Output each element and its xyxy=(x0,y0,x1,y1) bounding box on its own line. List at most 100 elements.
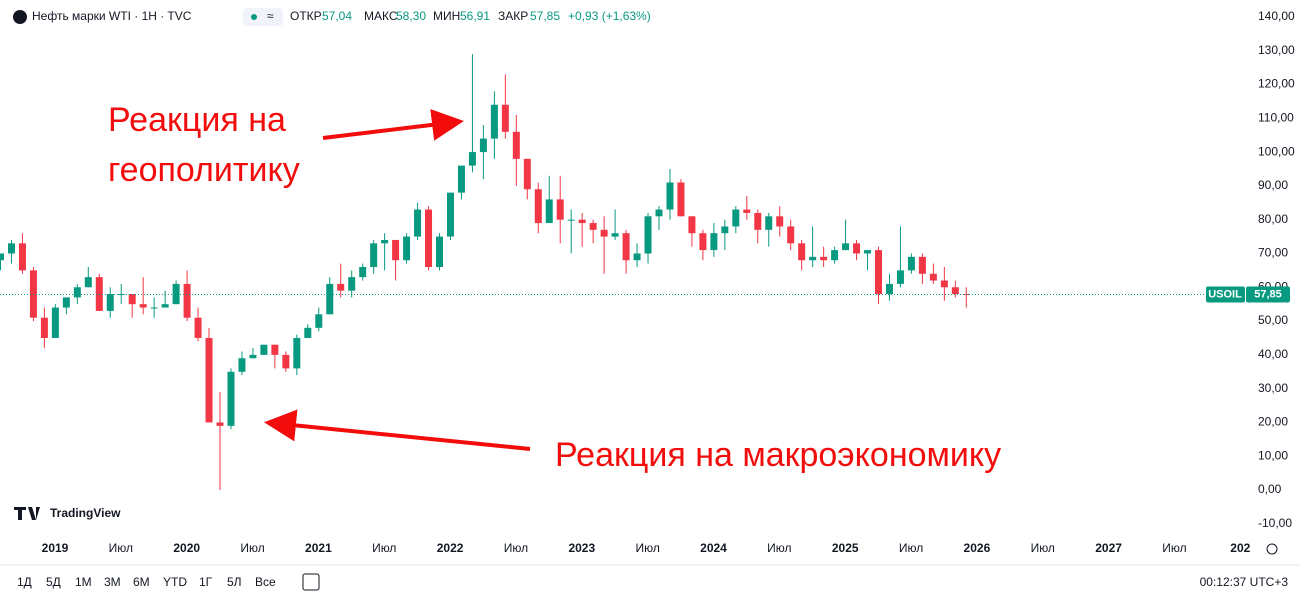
candle-body xyxy=(446,192,454,237)
y-tick-label: 30,00 xyxy=(1258,381,1288,395)
candle-body xyxy=(523,158,531,190)
candle-body xyxy=(743,209,751,213)
change-value: +0,93 (+1,63%) xyxy=(568,9,651,23)
candle-body xyxy=(490,104,498,139)
candle-body xyxy=(51,307,59,338)
candle-body xyxy=(875,250,882,295)
y-tick-label: 130,00 xyxy=(1258,43,1295,57)
candle-body xyxy=(84,277,92,288)
range-button[interactable]: Все xyxy=(255,575,276,589)
close-label: ЗАКР xyxy=(498,9,528,23)
open-value: 57,04 xyxy=(322,9,352,23)
candle-body xyxy=(809,256,817,261)
candle-body xyxy=(512,131,520,159)
candle-body xyxy=(567,219,575,221)
x-tick-label: 2027 xyxy=(1095,541,1122,555)
range-button[interactable]: 1М xyxy=(75,575,92,589)
date-range-icon[interactable] xyxy=(302,573,320,591)
candle-body xyxy=(73,287,81,298)
range-button[interactable]: 5Д xyxy=(46,575,61,589)
candle-body xyxy=(820,256,828,261)
candle-body xyxy=(929,273,937,281)
candle-body xyxy=(172,283,180,305)
settings-icon[interactable] xyxy=(1266,543,1278,555)
candle-body xyxy=(139,304,147,308)
open-label: ОТКР xyxy=(290,9,322,23)
candle-body xyxy=(699,233,707,251)
candle-body xyxy=(106,294,114,311)
candle-body xyxy=(62,297,70,308)
candle-body xyxy=(655,209,663,217)
high-label: МАКС xyxy=(364,9,398,23)
y-tick-label: 20,00 xyxy=(1258,415,1288,429)
annotation: Реакция на макроэкономику xyxy=(555,436,1001,474)
x-tick-label: 202 xyxy=(1230,541,1250,555)
candle-body xyxy=(633,253,641,261)
candle-body xyxy=(150,307,158,309)
y-tick-label: 80,00 xyxy=(1258,212,1288,226)
candle-body xyxy=(18,243,26,271)
candle-body xyxy=(556,199,564,220)
x-tick-label: 2025 xyxy=(832,541,859,555)
candle-body xyxy=(896,270,904,284)
range-button[interactable]: 5Л xyxy=(227,575,242,589)
candle-body xyxy=(600,229,608,237)
high-value: 58,30 xyxy=(396,9,426,23)
status-icon: ≈ xyxy=(267,9,274,23)
candle-body xyxy=(622,233,630,261)
candle-body xyxy=(479,138,487,153)
candle-body xyxy=(951,287,959,295)
x-tick-label: Июл xyxy=(240,541,264,555)
y-tick-label: 10,00 xyxy=(1258,448,1288,462)
candle-body xyxy=(381,239,389,244)
x-tick-label: 2021 xyxy=(305,541,332,555)
status-badge[interactable] xyxy=(243,8,283,26)
x-tick-label: 2022 xyxy=(437,541,464,555)
candle-body xyxy=(710,233,718,251)
candle-body xyxy=(414,209,422,237)
candle-body xyxy=(425,209,433,267)
range-button[interactable]: YTD xyxy=(163,575,187,589)
arrow xyxy=(322,108,464,141)
clock: 00:12:37 UTC+3 xyxy=(1200,575,1289,589)
candle-body xyxy=(216,422,224,426)
candle-body xyxy=(776,216,784,227)
candle-body xyxy=(918,256,926,274)
y-tick-label: 0,00 xyxy=(1258,482,1282,496)
x-tick-label: Июл xyxy=(1031,541,1055,555)
candle-body xyxy=(117,294,125,296)
candle-body xyxy=(337,283,345,291)
candle-body xyxy=(457,165,465,193)
symbol-title: Нефть марки WTI · 1H · TVC xyxy=(32,9,192,23)
candle-body xyxy=(348,277,356,291)
candle-body xyxy=(853,243,861,254)
candle-body xyxy=(304,327,312,338)
candle-body xyxy=(907,256,915,271)
y-tick-label: 120,00 xyxy=(1258,77,1295,91)
x-tick-label: 2023 xyxy=(568,541,595,555)
range-button[interactable]: 1Д xyxy=(17,575,32,589)
candle-body xyxy=(666,182,674,210)
x-tick-label: Июл xyxy=(372,541,396,555)
candle-body xyxy=(227,371,235,426)
candle-body xyxy=(578,219,586,224)
candle-body xyxy=(644,216,652,254)
x-tick-label: Июл xyxy=(504,541,528,555)
candle-body xyxy=(359,266,367,278)
candle-body xyxy=(392,239,400,261)
candle-body xyxy=(95,277,103,311)
brand-name: TradingView xyxy=(50,506,121,520)
y-tick-label: 90,00 xyxy=(1258,178,1288,192)
range-button[interactable]: 3М xyxy=(104,575,121,589)
candle-body xyxy=(29,270,37,318)
close-value: 57,85 xyxy=(530,9,560,23)
range-button[interactable]: 6М xyxy=(133,575,150,589)
annotation: геополитику xyxy=(108,151,300,189)
range-button[interactable]: 1Г xyxy=(199,575,213,589)
y-tick-label: 100,00 xyxy=(1258,144,1295,158)
candle-body xyxy=(194,317,202,338)
symbol-tag xyxy=(1206,286,1245,303)
price-tag xyxy=(1246,286,1290,303)
candle-body xyxy=(677,182,685,217)
candle-body xyxy=(370,243,378,267)
